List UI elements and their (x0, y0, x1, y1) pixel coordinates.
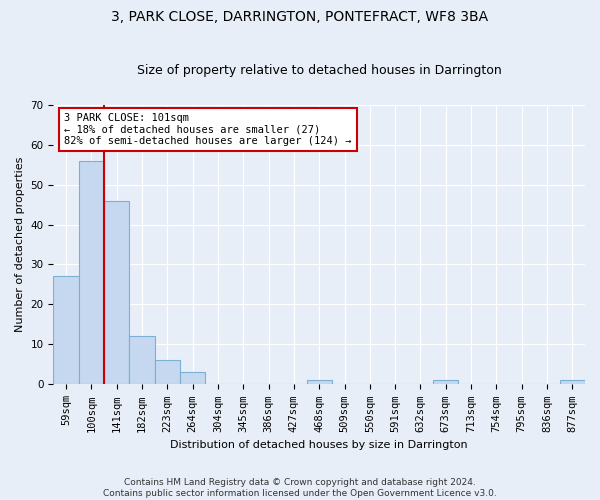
Bar (560, 380, 585, 384)
Bar (433, 380, 458, 384)
Bar (79, 160, 104, 384)
Bar (307, 380, 332, 384)
Text: Contains HM Land Registry data © Crown copyright and database right 2024.
Contai: Contains HM Land Registry data © Crown c… (103, 478, 497, 498)
Y-axis label: Number of detached properties: Number of detached properties (15, 157, 25, 332)
Bar (53, 276, 79, 384)
Text: 3, PARK CLOSE, DARRINGTON, PONTEFRACT, WF8 3BA: 3, PARK CLOSE, DARRINGTON, PONTEFRACT, W… (112, 10, 488, 24)
Title: Size of property relative to detached houses in Darrington: Size of property relative to detached ho… (137, 64, 502, 77)
Bar (155, 360, 180, 384)
X-axis label: Distribution of detached houses by size in Darrington: Distribution of detached houses by size … (170, 440, 468, 450)
Bar (130, 336, 155, 384)
Bar (104, 200, 130, 384)
Bar (180, 372, 205, 384)
Text: 3 PARK CLOSE: 101sqm
← 18% of detached houses are smaller (27)
82% of semi-detac: 3 PARK CLOSE: 101sqm ← 18% of detached h… (64, 113, 352, 146)
